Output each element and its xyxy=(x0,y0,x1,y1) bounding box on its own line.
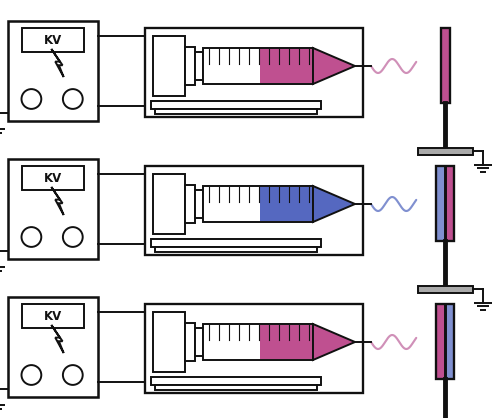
FancyBboxPatch shape xyxy=(440,28,450,102)
FancyBboxPatch shape xyxy=(446,303,454,379)
Circle shape xyxy=(22,227,42,247)
Polygon shape xyxy=(313,324,355,360)
Polygon shape xyxy=(52,187,64,215)
FancyBboxPatch shape xyxy=(418,285,472,293)
FancyBboxPatch shape xyxy=(153,312,185,372)
FancyBboxPatch shape xyxy=(446,166,454,240)
FancyBboxPatch shape xyxy=(8,159,98,259)
FancyBboxPatch shape xyxy=(203,324,313,360)
FancyBboxPatch shape xyxy=(185,323,195,361)
Circle shape xyxy=(63,227,82,247)
FancyBboxPatch shape xyxy=(22,304,84,328)
FancyBboxPatch shape xyxy=(195,190,203,218)
FancyBboxPatch shape xyxy=(8,21,98,121)
FancyBboxPatch shape xyxy=(155,109,317,114)
FancyBboxPatch shape xyxy=(203,48,313,84)
FancyBboxPatch shape xyxy=(22,166,84,190)
FancyBboxPatch shape xyxy=(155,247,317,252)
FancyBboxPatch shape xyxy=(203,186,313,222)
Text: KV: KV xyxy=(44,171,62,184)
FancyBboxPatch shape xyxy=(195,52,203,80)
Polygon shape xyxy=(313,186,355,222)
Polygon shape xyxy=(313,48,355,84)
FancyBboxPatch shape xyxy=(436,166,444,240)
Circle shape xyxy=(63,365,82,385)
Circle shape xyxy=(22,89,42,109)
FancyBboxPatch shape xyxy=(151,239,321,247)
FancyBboxPatch shape xyxy=(260,187,312,221)
Text: KV: KV xyxy=(44,33,62,46)
FancyBboxPatch shape xyxy=(260,49,312,83)
FancyBboxPatch shape xyxy=(153,36,185,96)
FancyBboxPatch shape xyxy=(155,385,317,390)
FancyBboxPatch shape xyxy=(260,325,312,359)
FancyBboxPatch shape xyxy=(153,174,185,234)
FancyBboxPatch shape xyxy=(418,148,472,155)
Polygon shape xyxy=(52,325,64,353)
Polygon shape xyxy=(52,49,64,77)
FancyBboxPatch shape xyxy=(22,28,84,52)
FancyBboxPatch shape xyxy=(151,101,321,109)
FancyBboxPatch shape xyxy=(195,328,203,356)
Circle shape xyxy=(63,89,82,109)
FancyBboxPatch shape xyxy=(185,185,195,223)
FancyBboxPatch shape xyxy=(151,377,321,385)
FancyBboxPatch shape xyxy=(436,303,444,379)
FancyBboxPatch shape xyxy=(8,297,98,397)
Circle shape xyxy=(22,365,42,385)
Text: KV: KV xyxy=(44,309,62,323)
FancyBboxPatch shape xyxy=(185,47,195,85)
